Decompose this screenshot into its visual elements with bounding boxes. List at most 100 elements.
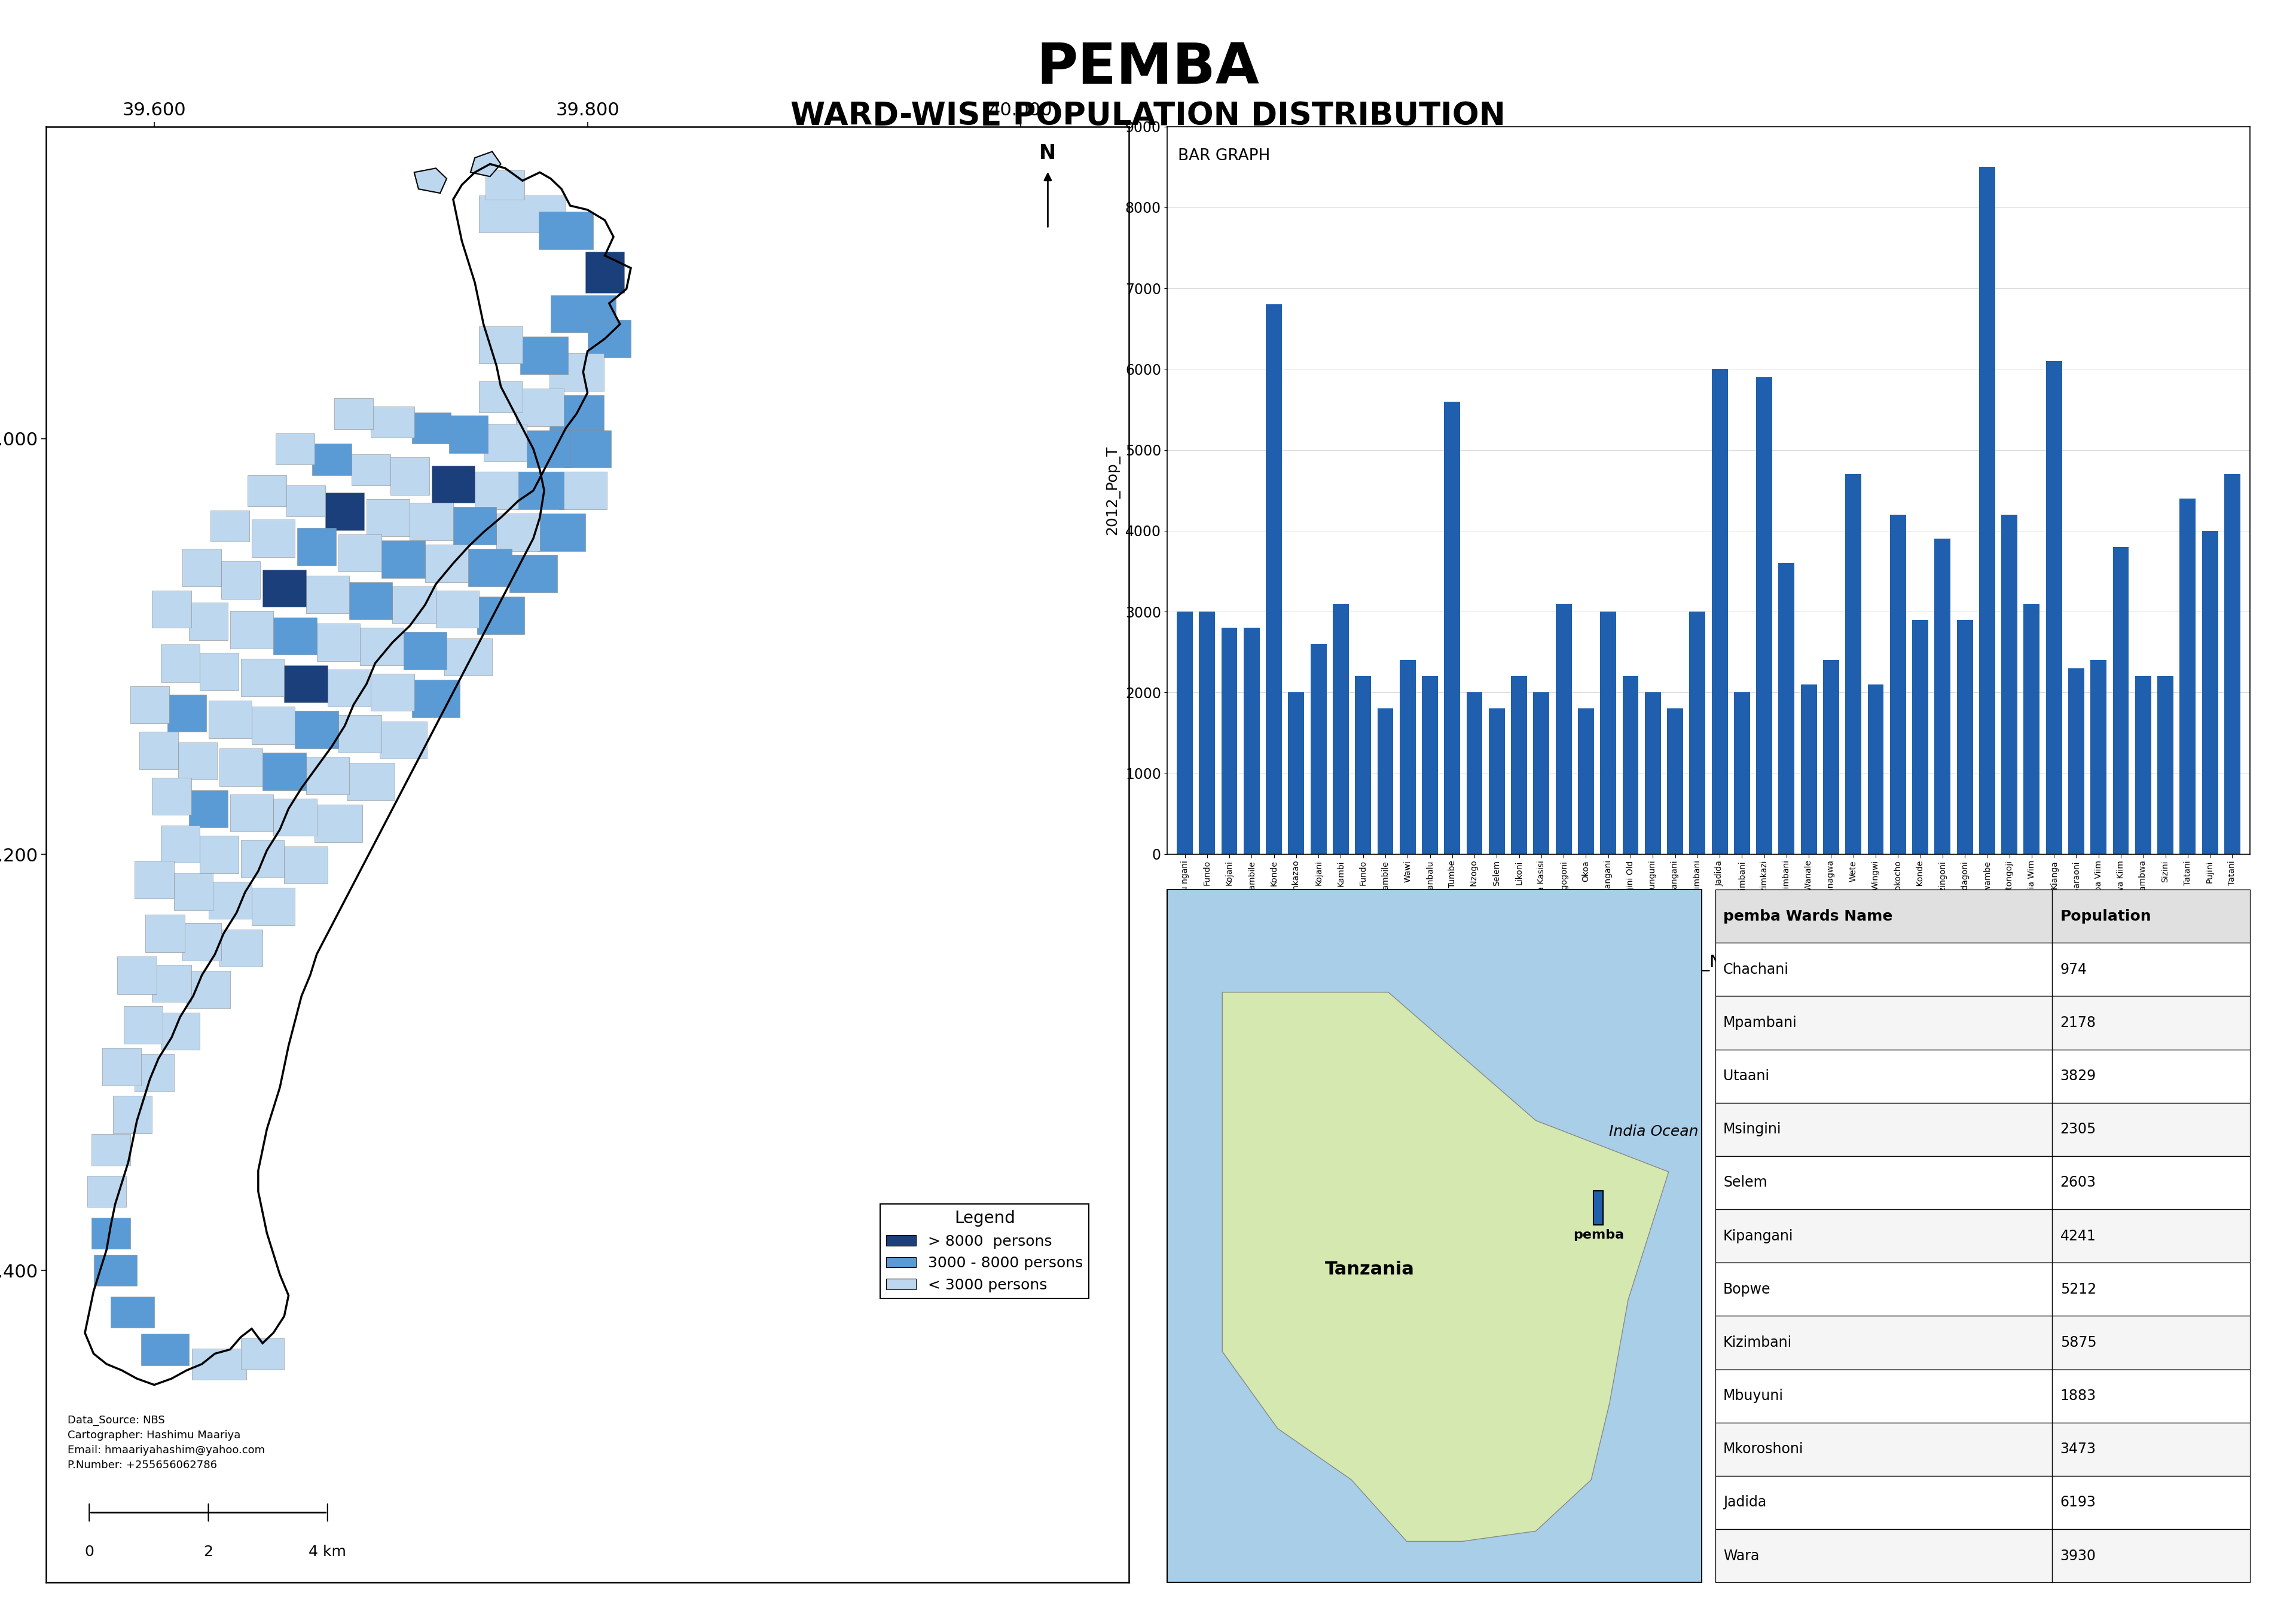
Text: 2178: 2178 (2060, 1016, 2096, 1031)
Bar (2225, 474, 2241, 854)
Polygon shape (549, 354, 604, 391)
Bar (1332, 604, 1348, 854)
Polygon shape (305, 576, 349, 613)
Polygon shape (181, 923, 220, 961)
Polygon shape (209, 881, 253, 919)
Text: 5212: 5212 (2060, 1282, 2096, 1297)
Bar (1178, 612, 1194, 854)
Polygon shape (220, 562, 259, 599)
Bar (1623, 677, 1639, 854)
Bar (1715, 1475, 2053, 1529)
Text: Msingini: Msingini (1724, 1121, 1782, 1136)
Bar (2053, 1209, 2250, 1263)
Polygon shape (563, 430, 611, 467)
Text: 3829: 3829 (2060, 1070, 2096, 1083)
Polygon shape (585, 252, 625, 294)
Polygon shape (393, 586, 436, 623)
Y-axis label: 2012_Pop_T: 2012_Pop_T (1107, 446, 1120, 536)
Bar (2135, 677, 2151, 854)
Polygon shape (230, 794, 273, 831)
Bar (2053, 943, 2250, 997)
Polygon shape (181, 549, 220, 586)
Polygon shape (135, 1055, 174, 1092)
Bar (1467, 693, 1483, 854)
Bar (2046, 360, 2062, 854)
Polygon shape (445, 638, 491, 675)
Bar (1715, 1263, 2053, 1316)
Polygon shape (179, 742, 218, 779)
Polygon shape (188, 602, 227, 641)
Bar (1800, 685, 1816, 854)
Polygon shape (404, 631, 448, 669)
Bar (1378, 709, 1394, 854)
Polygon shape (273, 617, 317, 654)
Bar (1715, 1156, 2053, 1209)
Bar (2069, 669, 2085, 854)
Polygon shape (390, 458, 429, 495)
Bar (1644, 693, 1660, 854)
Bar (1733, 693, 1750, 854)
Bar (2053, 1050, 2250, 1102)
Polygon shape (152, 964, 191, 1001)
Polygon shape (560, 472, 606, 510)
Text: Kipangani: Kipangani (1724, 1229, 1793, 1243)
Text: Selem: Selem (1724, 1175, 1768, 1190)
Bar (2002, 514, 2018, 854)
Polygon shape (161, 1013, 200, 1050)
Bar (2053, 997, 2250, 1050)
Bar (1199, 612, 1215, 854)
Polygon shape (588, 320, 631, 357)
X-axis label: Ward_Name: Ward_Name (1658, 954, 1759, 971)
Bar (2158, 677, 2174, 854)
Polygon shape (110, 1297, 154, 1328)
Bar (1557, 604, 1573, 854)
Polygon shape (496, 513, 540, 550)
Bar (1715, 997, 2053, 1050)
Bar (1715, 1529, 2053, 1582)
Polygon shape (152, 591, 191, 628)
Polygon shape (425, 545, 468, 583)
Bar (1715, 1316, 2053, 1370)
Bar (2053, 1316, 2250, 1370)
Polygon shape (411, 680, 459, 717)
Text: 3930: 3930 (2060, 1548, 2096, 1563)
Polygon shape (1221, 992, 1669, 1542)
Polygon shape (1593, 1191, 1603, 1225)
Polygon shape (526, 430, 569, 467)
Polygon shape (117, 956, 156, 993)
Polygon shape (372, 674, 413, 711)
Bar (1401, 661, 1417, 854)
Text: Bopwe: Bopwe (1724, 1282, 1770, 1297)
Polygon shape (230, 612, 273, 649)
Bar (1265, 305, 1281, 854)
Polygon shape (349, 583, 393, 620)
Bar (1715, 1050, 2053, 1102)
Bar (2202, 531, 2218, 854)
Text: Tanzania: Tanzania (1325, 1261, 1414, 1277)
Bar (1715, 889, 2053, 943)
Polygon shape (328, 669, 372, 708)
Polygon shape (480, 326, 523, 364)
Text: Population: Population (2060, 909, 2151, 923)
Polygon shape (480, 381, 523, 412)
Polygon shape (188, 790, 227, 828)
Bar (1667, 709, 1683, 854)
Polygon shape (296, 527, 335, 565)
Bar (1756, 377, 1773, 854)
Polygon shape (540, 213, 592, 250)
Bar (1936, 539, 1952, 854)
Polygon shape (549, 394, 604, 432)
Bar (1577, 709, 1593, 854)
Polygon shape (209, 701, 253, 738)
Polygon shape (448, 415, 487, 453)
Polygon shape (305, 756, 349, 794)
Bar (1715, 1422, 2053, 1475)
Text: 2305: 2305 (2060, 1121, 2096, 1136)
Bar (1244, 628, 1261, 854)
Polygon shape (142, 1334, 188, 1365)
Polygon shape (379, 721, 427, 760)
Polygon shape (381, 540, 425, 578)
Polygon shape (351, 454, 390, 485)
Bar (1913, 620, 1929, 854)
Bar (2053, 1529, 2250, 1582)
